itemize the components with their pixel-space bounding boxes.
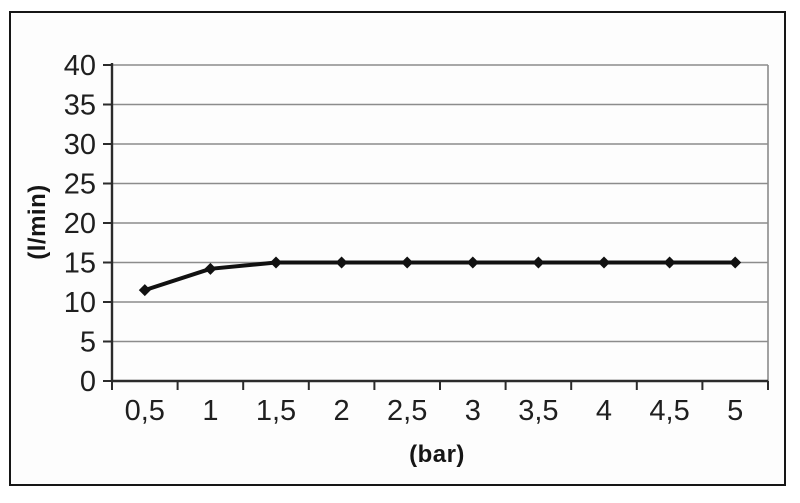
data-point-marker (270, 256, 282, 269)
x-axis-title: (bar) (409, 441, 465, 468)
data-point-marker (663, 256, 676, 269)
x-tick-label: 3,5 (518, 395, 558, 427)
x-tick-label: 5 (727, 395, 743, 427)
x-tick-label: 1,5 (256, 395, 296, 427)
x-tick-label: 4,5 (649, 395, 689, 427)
data-point-marker (729, 256, 742, 269)
x-tick-label: 4 (596, 395, 612, 427)
y-tick-label: 20 (64, 208, 96, 240)
data-point-marker (401, 256, 414, 269)
x-tick-label: 1 (202, 395, 218, 427)
data-point-marker (598, 256, 610, 269)
y-tick-label: 35 (64, 90, 96, 122)
chart-frame-border (9, 11, 786, 486)
data-point-marker (335, 256, 348, 269)
data-point-marker (532, 256, 545, 269)
data-point-marker (204, 262, 217, 275)
data-point-marker (466, 256, 479, 269)
y-tick-label: 10 (64, 287, 96, 319)
x-tick-label: 0,5 (125, 395, 165, 427)
y-tick-label: 40 (64, 50, 96, 82)
y-tick-label: 5 (80, 327, 96, 359)
series-line (144, 260, 736, 293)
x-tick-label: 2 (334, 395, 350, 427)
x-tick-label: 2,5 (387, 395, 427, 427)
y-tick-label: 15 (64, 248, 96, 280)
x-tick-label: 3 (465, 395, 481, 427)
y-tick-label: 30 (64, 129, 96, 161)
y-axis-title: (l/min) (24, 184, 51, 260)
y-tick-label: 0 (80, 366, 96, 398)
data-point-marker (138, 284, 151, 297)
y-tick-label: 25 (64, 169, 96, 201)
